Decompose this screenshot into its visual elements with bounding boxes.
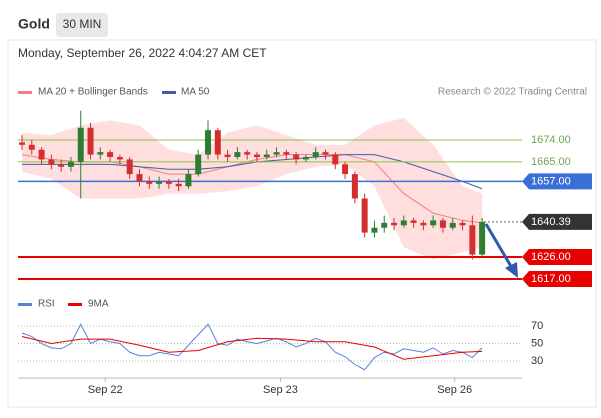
- candle-body: [126, 159, 133, 175]
- candle-body: [293, 154, 300, 160]
- legend-swatch: [68, 303, 82, 306]
- candle-body: [58, 164, 65, 167]
- candle-body: [97, 152, 104, 155]
- candle-body: [420, 222, 427, 226]
- candle-body: [302, 157, 309, 160]
- candle-body: [322, 152, 329, 155]
- candle-body: [19, 142, 25, 145]
- credit: Research © 2022 Trading Central: [438, 87, 587, 98]
- candle-body: [410, 220, 417, 223]
- level-label: 1657.00: [531, 175, 571, 187]
- timeframe: 30 MIN: [63, 17, 102, 31]
- candle-body: [77, 127, 84, 162]
- legend-swatch: [18, 303, 32, 306]
- candle-body: [381, 222, 388, 228]
- candle-body: [67, 161, 74, 167]
- y-tick-label: 50: [531, 337, 543, 349]
- candle-body: [224, 154, 231, 158]
- candle-body: [116, 157, 123, 160]
- candle-body: [156, 181, 163, 184]
- y-tick-label: 70: [531, 320, 543, 332]
- candle-body: [479, 221, 486, 255]
- card: [7, 39, 597, 408]
- candle-body: [371, 227, 378, 233]
- candle-body: [214, 130, 221, 155]
- candle-body: [146, 181, 153, 184]
- legend-label: MA 20 + Bollinger Bands: [38, 87, 148, 98]
- candle-body: [244, 152, 251, 155]
- legend-swatch: [18, 91, 32, 94]
- candle-body: [459, 222, 466, 226]
- candle-body: [136, 174, 143, 182]
- candle-body: [361, 198, 368, 233]
- subtitle: Monday, September 26, 2022 4:04:27 AM CE…: [18, 46, 267, 60]
- candle-body: [449, 222, 456, 228]
- candle-body: [234, 152, 241, 158]
- candle-body: [391, 222, 398, 226]
- legend-swatch: [162, 91, 176, 94]
- candle-body: [28, 144, 35, 150]
- x-tick-label: Sep 26: [437, 384, 472, 396]
- candle-body: [351, 174, 358, 199]
- rsi-ma-line: [21, 336, 483, 360]
- candle-body: [165, 181, 172, 184]
- candle-body: [273, 152, 280, 155]
- candle-body: [107, 152, 114, 158]
- x-tick-label: Sep 23: [263, 384, 298, 396]
- level-label: 1626.00: [531, 251, 571, 263]
- bollinger-band: [22, 117, 483, 260]
- level-label: 1640.39: [531, 216, 571, 228]
- level-box: [522, 173, 592, 190]
- candle-body: [205, 130, 212, 155]
- candle-body: [38, 149, 45, 160]
- candle-body: [283, 152, 290, 155]
- legend-label: 9MA: [88, 299, 109, 310]
- candle-body: [48, 159, 55, 165]
- candle-body: [469, 225, 476, 255]
- candle-body: [253, 154, 260, 158]
- timeframe-badge: [56, 13, 108, 37]
- forecast-arrow: [484, 223, 514, 269]
- candle-body: [263, 154, 270, 158]
- y-tick-label: 30: [531, 355, 543, 367]
- level-label: 1617.00: [531, 273, 571, 285]
- level-box: [522, 249, 592, 266]
- level-box: [522, 213, 592, 230]
- candle-body: [312, 152, 319, 158]
- candle-body: [175, 183, 182, 187]
- candle-body: [342, 164, 349, 175]
- title: Gold: [18, 16, 50, 32]
- level-label: 1674.00: [531, 134, 571, 146]
- candle-body: [195, 154, 202, 175]
- level-box: [522, 270, 592, 287]
- candle-body: [185, 174, 192, 187]
- rsi-line: [21, 323, 483, 371]
- candle-body: [87, 127, 94, 155]
- candle-body: [400, 220, 407, 226]
- candle-body: [332, 154, 339, 165]
- legend-label: RSI: [38, 299, 55, 310]
- level-label: 1665.00: [531, 156, 571, 168]
- candle-body: [430, 220, 437, 226]
- x-tick-label: Sep 22: [88, 384, 123, 396]
- candle-body: [439, 220, 446, 228]
- forecast-arrowhead: [505, 262, 518, 278]
- legend-label: MA 50: [181, 87, 210, 98]
